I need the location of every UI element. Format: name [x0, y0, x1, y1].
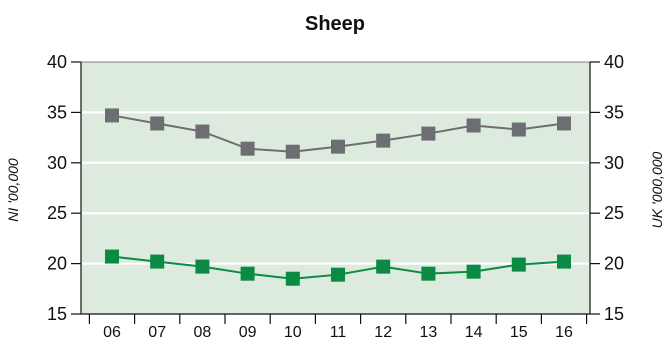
x-tick-label: 08: [194, 324, 212, 341]
series-1-point: [421, 126, 436, 141]
left-y-tick-label: 30: [47, 153, 67, 173]
series-2-point: [195, 259, 210, 274]
series-1-point: [511, 122, 526, 137]
series-1-point: [195, 124, 210, 139]
series-2-point: [557, 254, 571, 269]
left-y-ticks: 15 20 25 30 35 40: [47, 52, 81, 324]
gridlines: [81, 111, 590, 265]
series-group: [105, 108, 571, 286]
series-2-point: [331, 267, 345, 282]
x-tick-label: 16: [555, 324, 573, 341]
x-tick-label: 15: [510, 324, 528, 341]
series-1-point: [285, 144, 300, 159]
series-2-point: [376, 259, 391, 274]
x-tick-label: 14: [465, 324, 483, 341]
series-1-point: [150, 116, 165, 131]
left-y-tick-label: 20: [47, 254, 67, 274]
series-2-point: [466, 264, 481, 279]
right-y-tick-label: 25: [604, 203, 624, 223]
x-tick-label: 13: [420, 324, 438, 341]
chart-title: Sheep: [305, 13, 365, 35]
right-y-tick-label: 30: [604, 153, 624, 173]
axes: [80, 61, 591, 315]
series-2-point: [421, 266, 436, 281]
y-axis-label-left: NI '00,000: [5, 158, 21, 222]
series-1-point: [240, 141, 255, 156]
left-y-tick-label: 35: [47, 102, 67, 122]
right-y-tick-label: 40: [604, 52, 624, 72]
right-y-ticks: 15 20 25 30 35 40: [590, 52, 624, 324]
right-y-tick-label: 15: [604, 304, 624, 324]
x-tick-label: 07: [148, 324, 166, 341]
series-1-point: [105, 108, 119, 123]
x-tick-label: 06: [103, 324, 121, 341]
right-y-tick-label: 20: [604, 254, 624, 274]
x-tick-label: 09: [239, 324, 257, 341]
left-y-tick-label: 15: [47, 304, 67, 324]
series-2-point: [511, 257, 526, 272]
series-2-point: [240, 266, 255, 281]
series-1-point: [376, 133, 391, 148]
x-tick-label: 11: [330, 324, 347, 341]
series-1-point: [331, 139, 345, 154]
series-1-point: [557, 116, 571, 131]
right-y-tick-label: 35: [604, 102, 624, 122]
x-tick-label: 10: [284, 324, 302, 341]
series-1-point: [466, 118, 481, 133]
left-y-tick-label: 40: [47, 52, 67, 72]
y-axis-label-right: UK '000,000: [649, 151, 665, 228]
x-ticks: 06 07 08 09 10 11 12 13 14 15 16: [88, 314, 588, 341]
series-2-point: [150, 254, 165, 269]
left-y-tick-label: 25: [47, 203, 67, 223]
x-tick-label: 12: [374, 324, 392, 341]
series-2-point: [105, 249, 119, 264]
series-2-point: [285, 271, 300, 286]
